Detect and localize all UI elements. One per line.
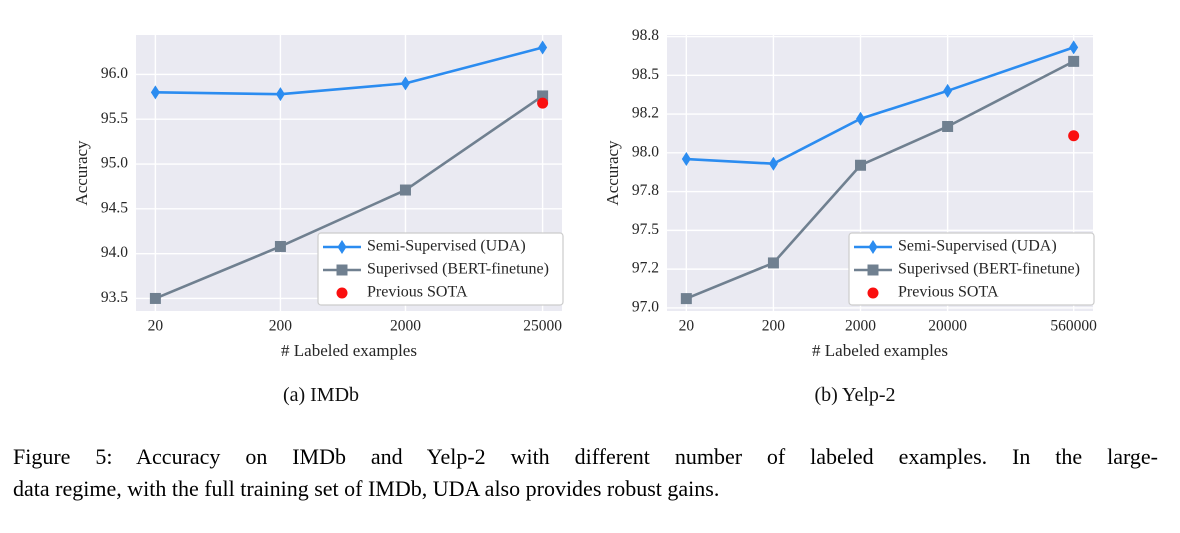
series-line: [154, 46, 544, 96]
subcaption-imdb: (a) IMDb: [282, 384, 360, 406]
x-tick-label: 20: [148, 318, 164, 335]
data-point: [399, 184, 411, 196]
legend-box: [848, 232, 1095, 306]
data-point: [150, 85, 160, 100]
imdb-legend: Semi-Supervised (UDA) Superivsed (BERT-fi…: [317, 232, 564, 306]
data-point: [681, 152, 691, 167]
figure-caption-line-2: data regime, with the full training set …: [13, 476, 720, 501]
yelp2-chart: 20 200 2000 20000 560000 # Labeled examples 97…: [603, 27, 1097, 360]
data-point: [538, 40, 548, 55]
y-tick-label: 98.0: [632, 143, 659, 160]
y-tick-label: 97.0: [632, 298, 659, 315]
data-point: [855, 159, 867, 171]
y-tick-label: 97.2: [632, 260, 659, 277]
figure-caption: Figure 5: Accuracy on IMDb and Yelp-2 wi…: [13, 441, 1158, 505]
yelp2-series-uda: [681, 40, 1079, 171]
legend-label: Superivsed (BERT-finetune): [898, 261, 1080, 278]
legend-marker: [868, 240, 878, 254]
x-tick-label: 20: [679, 318, 695, 335]
figure-caption-line-1: Figure 5: Accuracy on IMDb and Yelp-2 wi…: [13, 444, 1158, 469]
y-tick-label: 97.8: [632, 182, 659, 199]
y-tick-label: 95.5: [101, 110, 128, 127]
legend-marker: [336, 287, 348, 299]
legend-marker: [336, 264, 348, 276]
y-tick-label: 98.2: [632, 105, 659, 122]
y-tick-label: 98.8: [632, 27, 659, 44]
subcaption-yelp2: (b) Yelp-2: [814, 384, 896, 406]
x-tick-label: 20000: [928, 318, 967, 335]
y-tick-label: 98.5: [632, 66, 659, 83]
yelp2-sota-point: [1068, 130, 1080, 142]
data-point: [1068, 55, 1080, 67]
data-point: [537, 90, 549, 102]
y-tick-label: 96.0: [101, 65, 128, 82]
y-tick-label: 94.0: [101, 244, 128, 261]
data-point: [943, 83, 953, 98]
charts-canvas: 20 200 2000 25000 # Labeled examples 93.5 94.0…: [72, 27, 1097, 360]
data-point: [400, 76, 410, 91]
x-tick-label: 200: [762, 318, 786, 335]
data-point: [767, 257, 779, 269]
data-point: [768, 156, 778, 171]
data-point: [275, 87, 285, 102]
data-point: [942, 120, 954, 132]
data-point: [274, 240, 286, 252]
legend-marker: [867, 264, 879, 276]
series-line: [154, 94, 544, 300]
legend-label: Semi-Supervised (UDA): [898, 238, 1057, 255]
yelp2-legend: Semi-Supervised (UDA) Superivsed (BERT-fi…: [848, 232, 1095, 306]
x-tick-label: 2000: [845, 318, 876, 335]
x-tick-label: 560000: [1050, 318, 1097, 335]
imdb-series-uda: [150, 40, 548, 102]
x-tick-label: 200: [269, 318, 293, 335]
y-tick-label: 94.5: [101, 199, 128, 216]
data-point: [1069, 40, 1079, 55]
imdb-sota-point: [537, 97, 549, 109]
imdb-chart: 20 200 2000 25000 # Labeled examples 93.5 94.0…: [72, 35, 564, 360]
x-tick-label: 25000: [523, 318, 562, 335]
y-tick-label: 93.5: [101, 289, 128, 306]
legend-marker: [867, 287, 879, 299]
x-tick-label: 2000: [390, 318, 421, 335]
imdb-series-bert: [149, 90, 549, 304]
legend-marker: [337, 240, 347, 254]
legend-box: [317, 232, 564, 306]
legend-label: Superivsed (BERT-finetune): [367, 261, 549, 278]
data-point: [149, 292, 161, 304]
data-point: [680, 293, 692, 305]
y-axis-label: Accuracy: [72, 140, 91, 206]
y-tick-label: 95.0: [101, 155, 128, 172]
legend-label: Previous SOTA: [898, 284, 999, 301]
y-tick-label: 97.5: [632, 221, 659, 238]
yelp2-series-bert: [680, 55, 1080, 305]
x-axis-label: # Labeled examples: [281, 341, 417, 360]
data-point: [856, 111, 866, 126]
legend-label: Previous SOTA: [367, 284, 468, 301]
x-axis-label: # Labeled examples: [812, 341, 948, 360]
legend-label: Semi-Supervised (UDA): [367, 238, 526, 255]
y-axis-label: Accuracy: [603, 140, 622, 206]
